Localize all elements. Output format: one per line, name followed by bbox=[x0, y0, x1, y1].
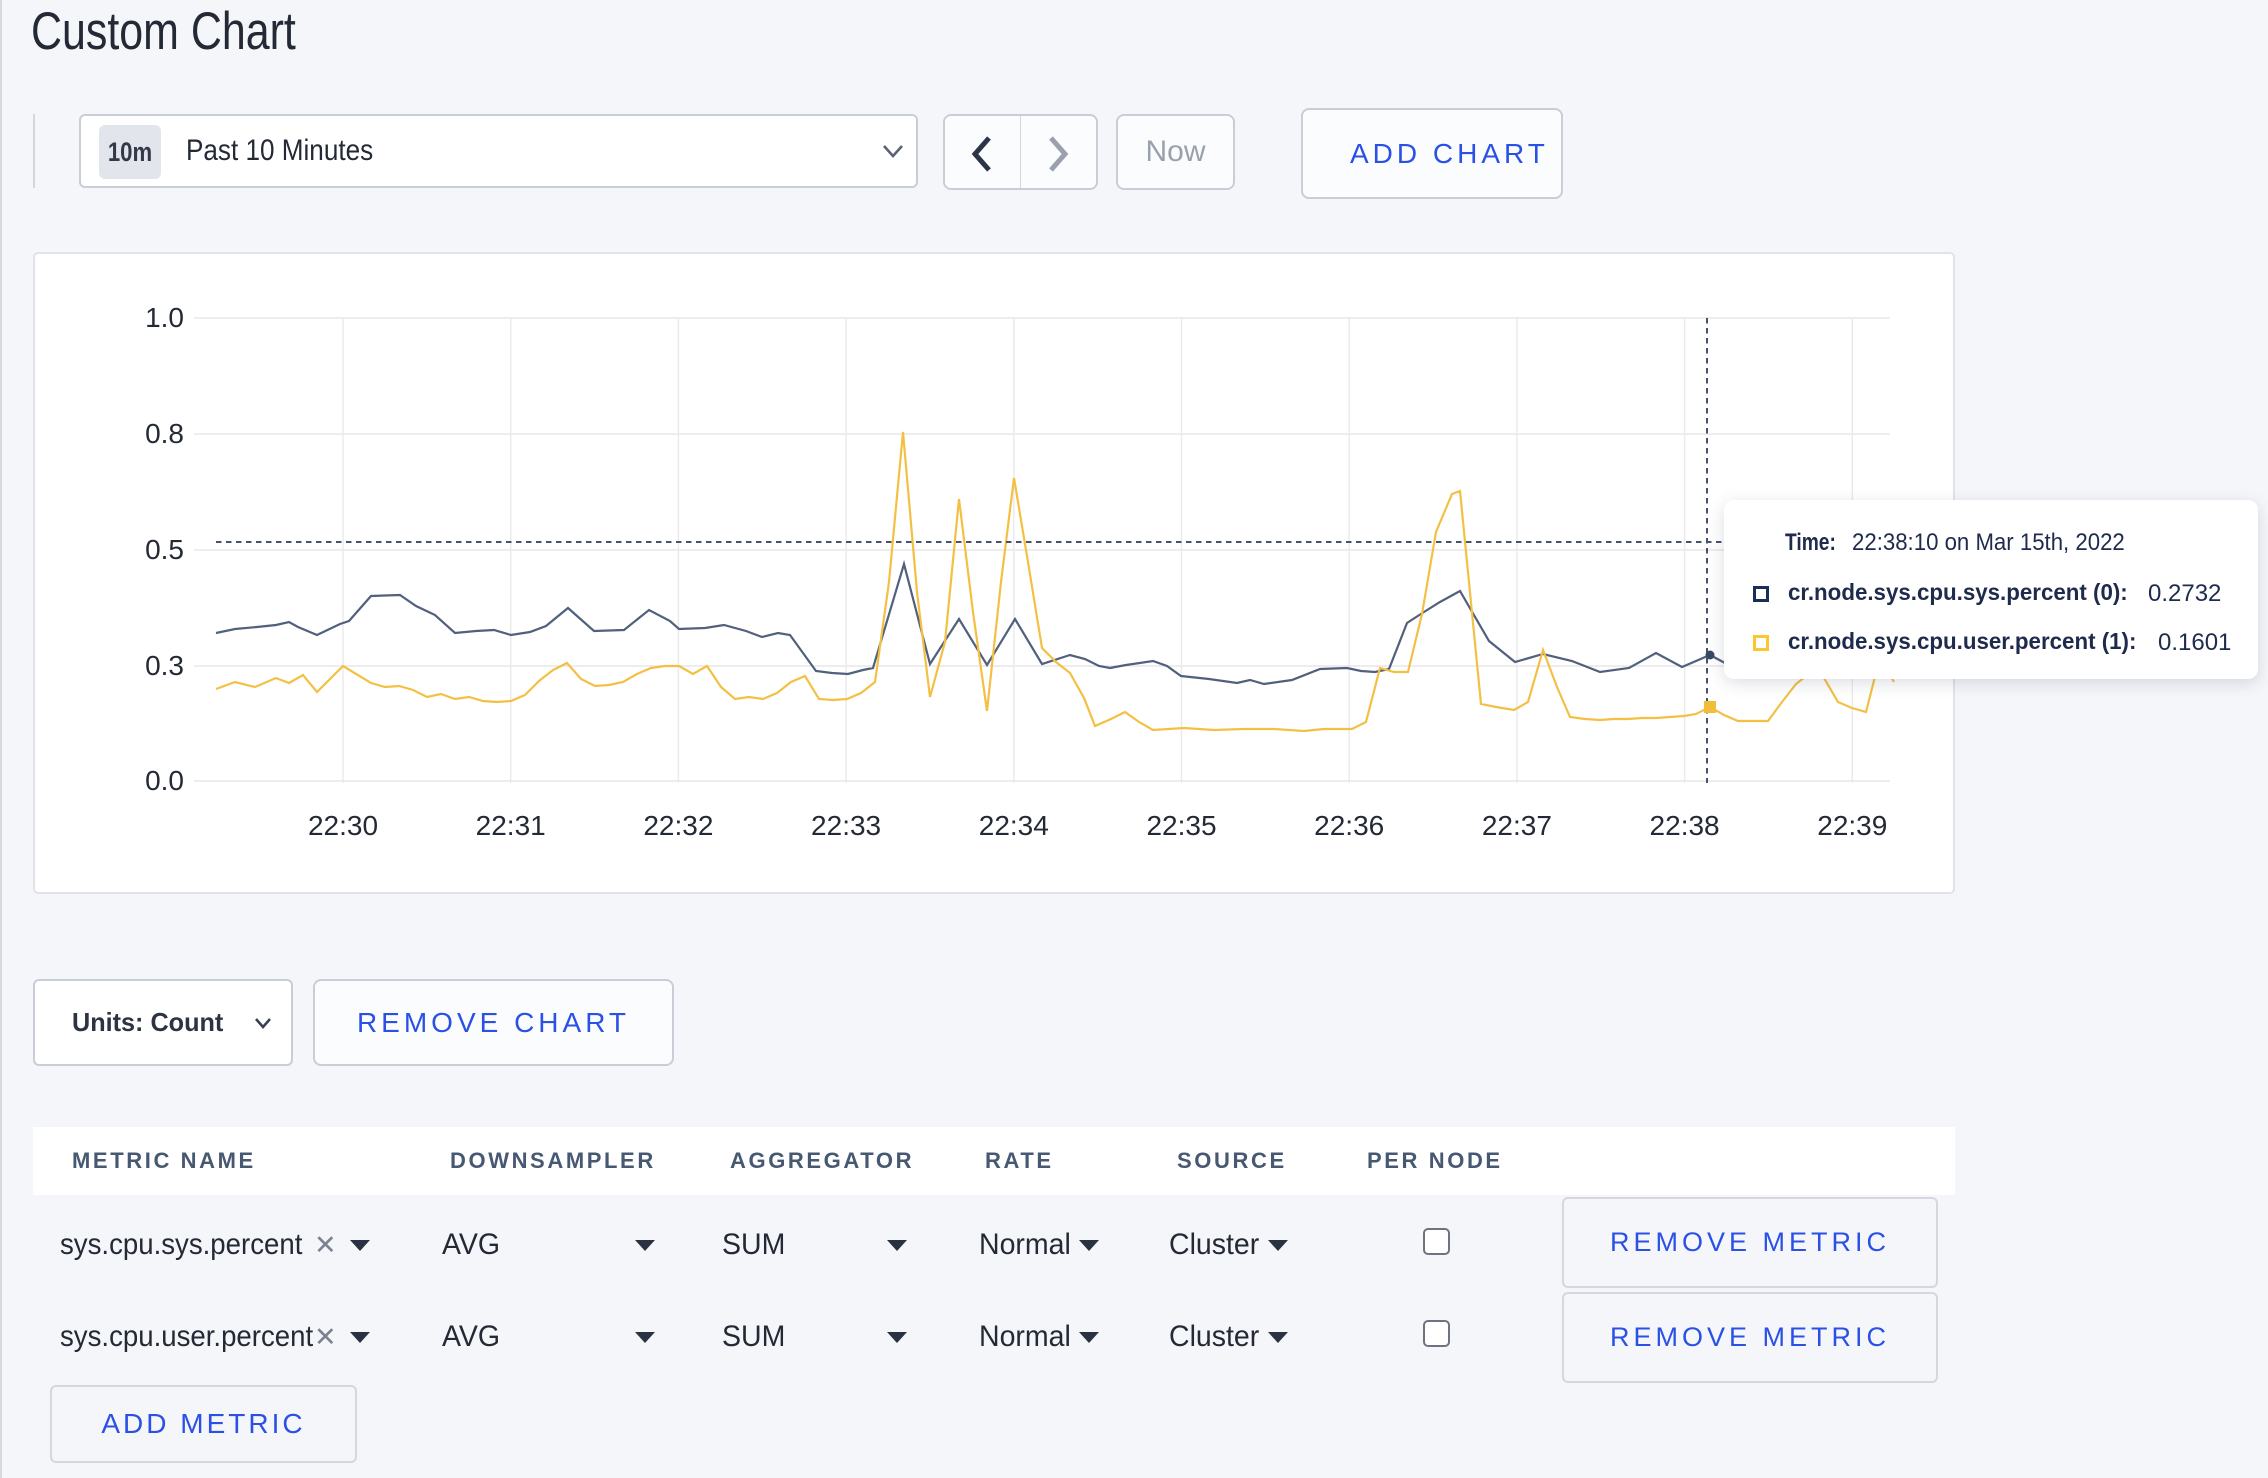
svg-text:22:39: 22:39 bbox=[1817, 810, 1887, 841]
svg-text:0.5: 0.5 bbox=[145, 534, 184, 565]
svg-text:22:32: 22:32 bbox=[643, 810, 713, 841]
svg-text:22:33: 22:33 bbox=[811, 810, 881, 841]
svg-text:0.0: 0.0 bbox=[145, 765, 184, 796]
svg-text:0.3: 0.3 bbox=[145, 650, 184, 681]
svg-text:22:35: 22:35 bbox=[1146, 810, 1216, 841]
svg-text:22:37: 22:37 bbox=[1482, 810, 1552, 841]
svg-text:22:36: 22:36 bbox=[1314, 810, 1384, 841]
svg-text:22:31: 22:31 bbox=[476, 810, 546, 841]
svg-text:22:34: 22:34 bbox=[979, 810, 1049, 841]
svg-text:1.0: 1.0 bbox=[145, 302, 184, 333]
svg-text:22:38: 22:38 bbox=[1650, 810, 1720, 841]
svg-text:22:30: 22:30 bbox=[308, 810, 378, 841]
svg-text:0.8: 0.8 bbox=[145, 418, 184, 449]
